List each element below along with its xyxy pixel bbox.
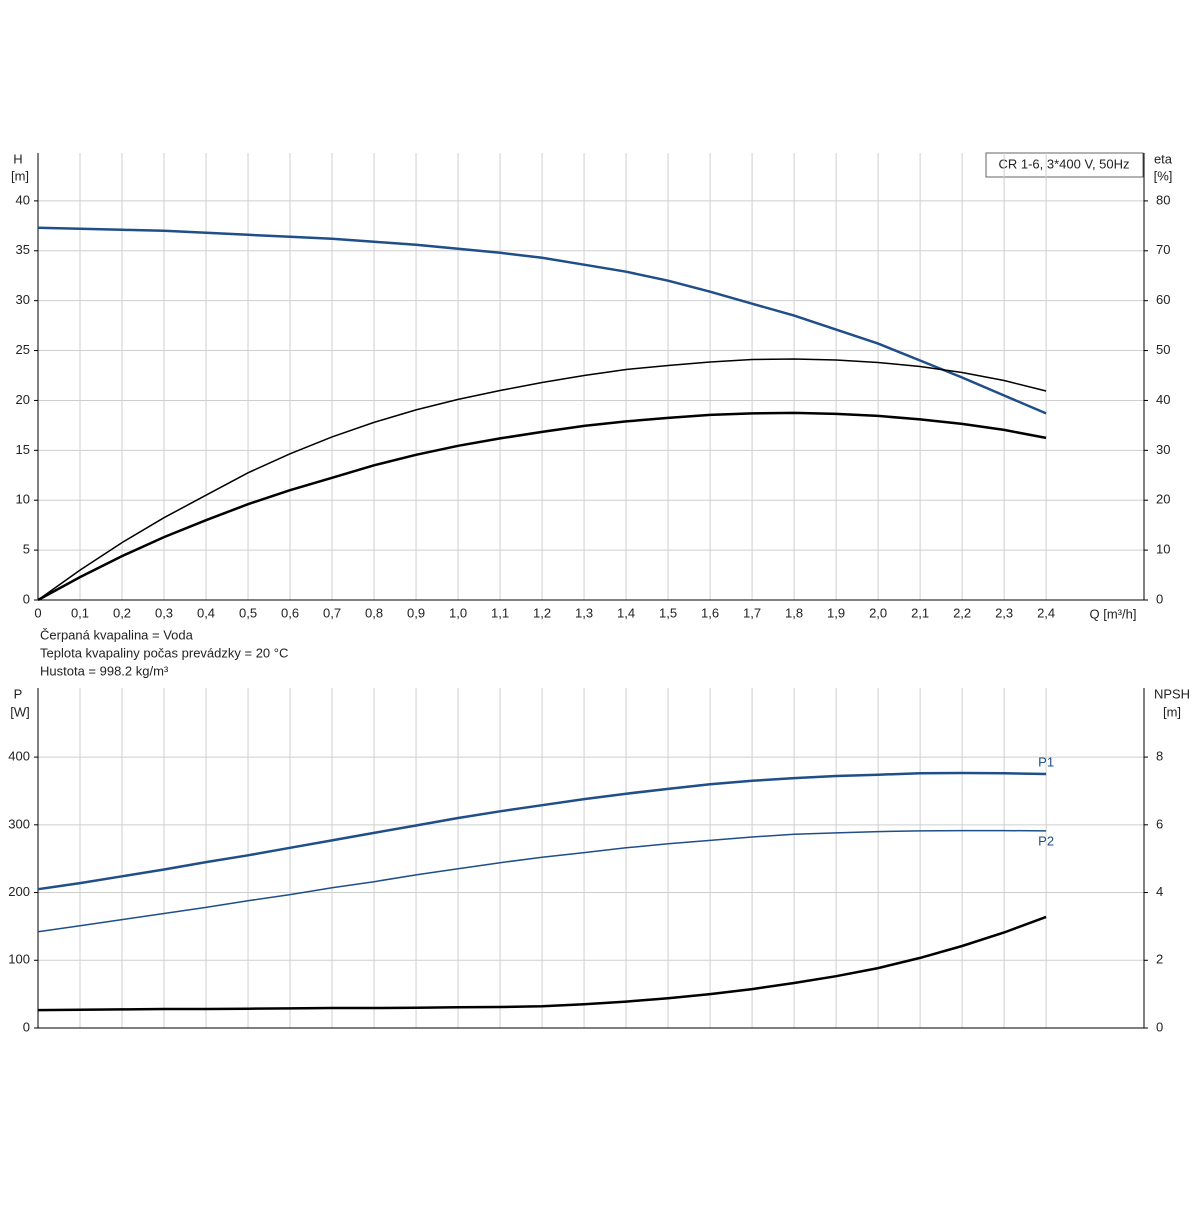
y-tick-label: 30: [16, 292, 30, 307]
x-tick-label: 2,3: [995, 605, 1013, 620]
y-tick-label: 15: [16, 442, 30, 457]
y-label: P: [14, 686, 23, 701]
curve: [37, 829, 1047, 933]
y-tick-label: 200: [8, 884, 30, 899]
y2-tick-label: 50: [1156, 342, 1170, 357]
y2-tick-label: 6: [1156, 816, 1163, 831]
y-tick-label: 25: [16, 342, 30, 357]
x-tick-label: 0,8: [365, 605, 383, 620]
y-label: H: [13, 151, 22, 166]
x-tick-label: 1,2: [533, 605, 551, 620]
y2-tick-label: 30: [1156, 442, 1170, 457]
x-tick-label: 0,6: [281, 605, 299, 620]
x-tick-label: 0,9: [407, 605, 425, 620]
y-tick-label: 10: [16, 492, 30, 507]
y2-tick-label: 80: [1156, 192, 1170, 207]
x-tick-label: 0: [34, 605, 41, 620]
x-tick-label: 0,3: [155, 605, 173, 620]
y-tick-label: 0: [23, 591, 30, 606]
y-unit: [W]: [10, 704, 30, 719]
y-tick-label: 20: [16, 392, 30, 407]
x-tick-label: 1,8: [785, 605, 803, 620]
y2-tick-label: 10: [1156, 542, 1170, 557]
y2-tick-label: 60: [1156, 292, 1170, 307]
x-tick-label: 1,4: [617, 605, 635, 620]
y2-unit: [m]: [1163, 704, 1181, 719]
curve: [37, 411, 1047, 602]
y2-label: eta: [1154, 151, 1173, 166]
title-box: [985, 152, 1144, 178]
x-tick-label: 1,7: [743, 605, 761, 620]
x-tick-label: 2,2: [953, 605, 971, 620]
chart-title: CR 1-6, 3*400 V, 50Hz: [998, 156, 1129, 171]
y-tick-label: 35: [16, 242, 30, 257]
curve: [37, 226, 1047, 415]
x-tick-label: 1,0: [449, 605, 467, 620]
note: Čerpaná kvapalina = Voda: [40, 627, 194, 642]
y2-tick-label: 8: [1156, 749, 1163, 764]
y-tick-label: 400: [8, 749, 30, 764]
x-tick-label: 1,3: [575, 605, 593, 620]
y2-tick-label: 2: [1156, 952, 1163, 967]
y-tick-label: 40: [16, 192, 30, 207]
y-tick-label: 100: [8, 952, 30, 967]
x-tick-label: 2,4: [1037, 605, 1055, 620]
x-tick-label: 1,9: [827, 605, 845, 620]
y2-tick-label: 70: [1156, 242, 1170, 257]
y-tick-label: 5: [23, 542, 30, 557]
x-tick-label: 1,6: [701, 605, 719, 620]
x-tick-label: 2,1: [911, 605, 929, 620]
y2-tick-label: 0: [1156, 1019, 1163, 1034]
y2-label: NPSH: [1154, 686, 1190, 701]
series-label: P1: [1038, 754, 1054, 769]
y2-tick-label: 20: [1156, 492, 1170, 507]
series-label: P2: [1038, 833, 1054, 848]
y-unit: [m]: [11, 168, 29, 183]
x-tick-label: 1,1: [491, 605, 509, 620]
x-tick-label: 0,2: [113, 605, 131, 620]
y2-tick-label: 4: [1156, 884, 1163, 899]
x-tick-label: 0,5: [239, 605, 257, 620]
x-tick-label: 2,0: [869, 605, 887, 620]
y-tick-label: 0: [23, 1019, 30, 1034]
y2-unit: [%]: [1154, 168, 1173, 183]
note: Hustota = 998.2 kg/m³: [40, 663, 169, 678]
y2-tick-label: 40: [1156, 392, 1170, 407]
note: Teplota kvapaliny počas prevádzky = 20 °…: [40, 645, 288, 660]
curve: [37, 915, 1047, 1012]
y2-tick-label: 0: [1156, 591, 1163, 606]
y-tick-label: 300: [8, 816, 30, 831]
x-tick-label: 1,5: [659, 605, 677, 620]
x-tick-label: 0,7: [323, 605, 341, 620]
x-label: Q [m³/h]: [1090, 606, 1137, 621]
curve: [37, 771, 1047, 891]
curve: [37, 358, 1047, 601]
x-tick-label: 0,1: [71, 605, 89, 620]
x-tick-label: 0,4: [197, 605, 215, 620]
